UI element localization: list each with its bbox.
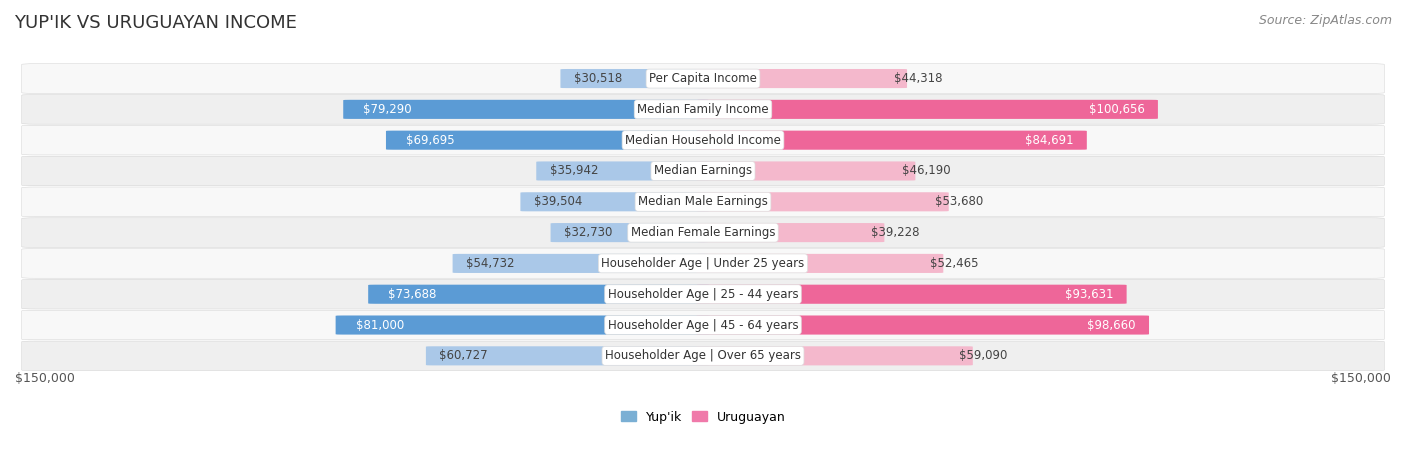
FancyBboxPatch shape <box>336 316 710 334</box>
Text: $84,691: $84,691 <box>1025 134 1073 147</box>
FancyBboxPatch shape <box>21 64 1385 93</box>
FancyBboxPatch shape <box>696 162 915 181</box>
Text: $35,942: $35,942 <box>550 164 598 177</box>
FancyBboxPatch shape <box>696 285 1126 304</box>
Text: Householder Age | Over 65 years: Householder Age | Over 65 years <box>605 349 801 362</box>
FancyBboxPatch shape <box>21 156 1385 186</box>
Text: Median Male Earnings: Median Male Earnings <box>638 195 768 208</box>
FancyBboxPatch shape <box>21 279 1385 309</box>
Text: $54,732: $54,732 <box>465 257 515 270</box>
Text: $60,727: $60,727 <box>439 349 488 362</box>
Text: $32,730: $32,730 <box>564 226 612 239</box>
FancyBboxPatch shape <box>21 218 1385 248</box>
Text: Householder Age | 25 - 44 years: Householder Age | 25 - 44 years <box>607 288 799 301</box>
FancyBboxPatch shape <box>561 69 710 88</box>
FancyBboxPatch shape <box>343 100 710 119</box>
FancyBboxPatch shape <box>696 223 884 242</box>
Text: $53,680: $53,680 <box>935 195 984 208</box>
FancyBboxPatch shape <box>21 310 1385 340</box>
FancyBboxPatch shape <box>551 223 710 242</box>
FancyBboxPatch shape <box>21 341 1385 371</box>
Text: $100,656: $100,656 <box>1088 103 1144 116</box>
FancyBboxPatch shape <box>21 95 1385 124</box>
Text: $98,660: $98,660 <box>1087 318 1136 332</box>
Text: $93,631: $93,631 <box>1064 288 1114 301</box>
FancyBboxPatch shape <box>387 131 710 150</box>
FancyBboxPatch shape <box>21 187 1385 217</box>
Text: Median Family Income: Median Family Income <box>637 103 769 116</box>
FancyBboxPatch shape <box>696 347 973 365</box>
Text: Per Capita Income: Per Capita Income <box>650 72 756 85</box>
FancyBboxPatch shape <box>536 162 710 181</box>
Text: YUP'IK VS URUGUAYAN INCOME: YUP'IK VS URUGUAYAN INCOME <box>14 14 297 32</box>
Text: $150,000: $150,000 <box>15 372 75 384</box>
Text: $39,228: $39,228 <box>870 226 920 239</box>
Text: $52,465: $52,465 <box>929 257 979 270</box>
Text: $69,695: $69,695 <box>406 134 454 147</box>
FancyBboxPatch shape <box>21 248 1385 278</box>
Text: $81,000: $81,000 <box>356 318 404 332</box>
Text: $44,318: $44,318 <box>894 72 942 85</box>
FancyBboxPatch shape <box>453 254 710 273</box>
Text: $46,190: $46,190 <box>903 164 950 177</box>
FancyBboxPatch shape <box>696 131 1087 150</box>
FancyBboxPatch shape <box>368 285 710 304</box>
Text: Source: ZipAtlas.com: Source: ZipAtlas.com <box>1258 14 1392 27</box>
FancyBboxPatch shape <box>520 192 710 212</box>
FancyBboxPatch shape <box>696 316 1149 334</box>
Text: Householder Age | Under 25 years: Householder Age | Under 25 years <box>602 257 804 270</box>
Text: Householder Age | 45 - 64 years: Householder Age | 45 - 64 years <box>607 318 799 332</box>
Text: $59,090: $59,090 <box>959 349 1008 362</box>
Text: Median Female Earnings: Median Female Earnings <box>631 226 775 239</box>
Text: $73,688: $73,688 <box>388 288 437 301</box>
Legend: Yup'ik, Uruguayan: Yup'ik, Uruguayan <box>616 405 790 429</box>
FancyBboxPatch shape <box>426 347 710 365</box>
Text: $39,504: $39,504 <box>534 195 582 208</box>
FancyBboxPatch shape <box>696 100 1159 119</box>
Text: $79,290: $79,290 <box>363 103 412 116</box>
FancyBboxPatch shape <box>696 254 943 273</box>
Text: $150,000: $150,000 <box>1331 372 1391 384</box>
FancyBboxPatch shape <box>21 125 1385 155</box>
Text: Median Household Income: Median Household Income <box>626 134 780 147</box>
Text: Median Earnings: Median Earnings <box>654 164 752 177</box>
FancyBboxPatch shape <box>696 69 907 88</box>
FancyBboxPatch shape <box>696 192 949 212</box>
Text: $30,518: $30,518 <box>574 72 621 85</box>
